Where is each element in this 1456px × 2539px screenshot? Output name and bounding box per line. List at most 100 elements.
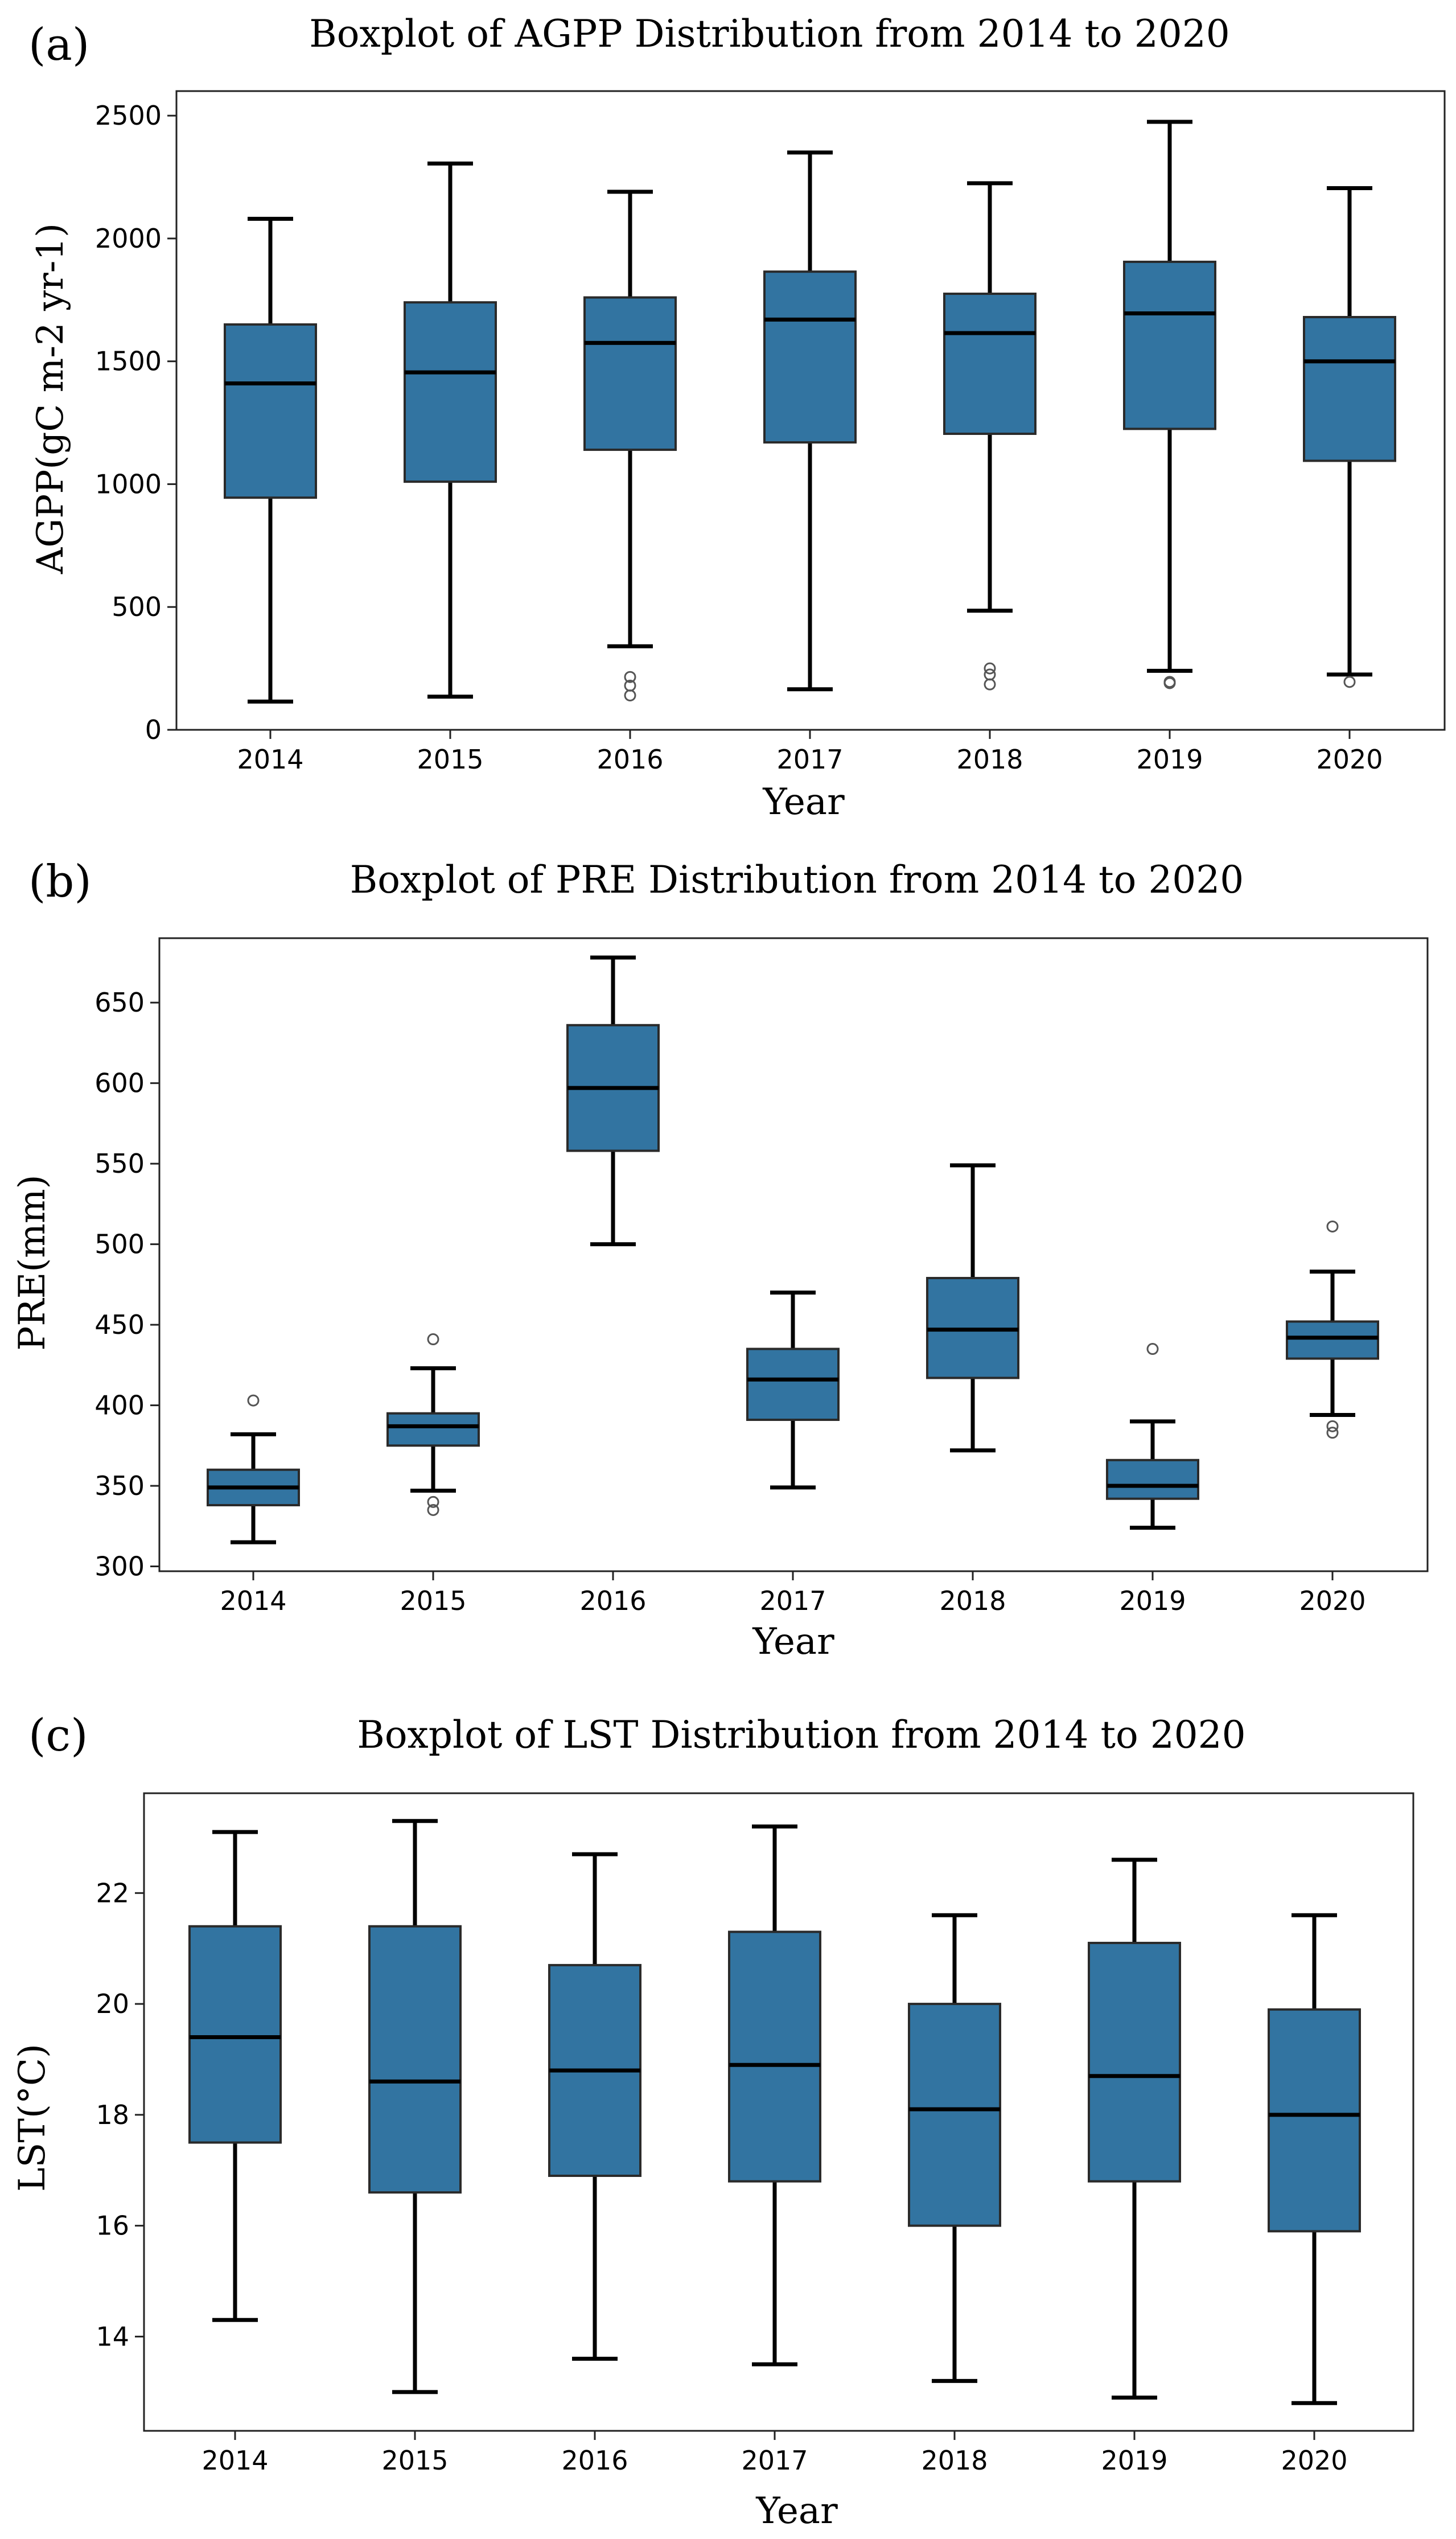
plot-frame-c (143, 1792, 1414, 2432)
x-tick-label-c: 2020 (1281, 2445, 1347, 2476)
outlier-point (427, 1496, 439, 1508)
y-tick-label-b: 300 (94, 1551, 145, 1582)
outlier-point (1163, 677, 1176, 689)
x-tick-label-c: 2018 (921, 2445, 988, 2476)
x-axis-b: 2014 2015 2016 2017 2018 2019 2020 (220, 1571, 1366, 1616)
outlier-point (984, 662, 996, 675)
y-axis-b: 300 350 400 450 500 550 600 650 (94, 987, 159, 1582)
box-c-2014 (188, 1830, 282, 2322)
x-axis-title-a: Year (762, 781, 845, 823)
iqr-box (1303, 316, 1396, 462)
y-axis-c: 14 16 18 20 22 (96, 1877, 144, 2352)
iqr-box (583, 296, 677, 451)
box-b-2020 (1286, 1220, 1379, 1439)
iqr-box (404, 301, 497, 483)
box-b-2019 (1106, 1343, 1199, 1530)
panel-b: (b) Boxplot of PRE Distribution from 201… (11, 856, 1429, 1663)
y-axis-title-a: AGPP(gC m-2 yr-1) (30, 223, 72, 574)
x-tick-label-a: 2019 (1136, 744, 1203, 775)
iqr-box (1088, 1941, 1181, 2183)
box-b-2014 (207, 1394, 300, 1544)
iqr-box (908, 2003, 1001, 2227)
y-axis-title-b: PRE(mm) (11, 1174, 54, 1350)
outlier-point (427, 1503, 439, 1516)
chart-title-c: Boxplot of LST Distribution from 2014 to… (357, 1713, 1245, 1757)
box-c-2015 (368, 1819, 462, 2394)
panel-label-b: (b) (28, 856, 92, 907)
iqr-box (746, 1347, 840, 1421)
outlier-point (984, 678, 996, 691)
x-tick-label-b: 2015 (400, 1585, 466, 1616)
x-tick-label-a: 2014 (237, 744, 303, 775)
iqr-box (1268, 2008, 1361, 2233)
y-tick-label-b: 600 (94, 1068, 145, 1099)
panel-label-c: (c) (28, 1710, 88, 1761)
x-tick-label-a: 2020 (1316, 744, 1383, 775)
box-a-2018 (943, 181, 1037, 691)
box-a-2015 (404, 161, 497, 699)
x-tick-label-b: 2018 (939, 1585, 1006, 1616)
outlier-point (247, 1394, 260, 1407)
y-tick-label-a: 500 (112, 591, 162, 622)
y-tick-label-b: 450 (94, 1309, 145, 1340)
box-a-2017 (763, 150, 857, 692)
iqr-box (728, 1930, 821, 2183)
x-tick-label-c: 2016 (561, 2445, 628, 2476)
x-tick-label-c: 2014 (201, 2445, 268, 2476)
chart-title-b: Boxplot of PRE Distribution from 2014 to… (350, 858, 1244, 902)
x-tick-label-a: 2017 (776, 744, 843, 775)
panel-a: (a) Boxplot of AGPP Distribution from 20… (28, 12, 1446, 823)
x-axis-title-c: Year (755, 2490, 838, 2532)
iqr-box (763, 270, 857, 444)
box-c-2019 (1088, 1858, 1181, 2400)
box-b-2017 (746, 1290, 840, 1490)
boxes-b (207, 955, 1379, 1544)
outlier-point (1326, 1220, 1339, 1232)
x-tick-label-a: 2018 (956, 744, 1023, 775)
box-b-2015 (386, 1333, 480, 1516)
box-b-2016 (566, 955, 660, 1247)
x-axis-title-b: Year (752, 1621, 834, 1663)
y-tick-label-a: 2500 (95, 100, 162, 131)
box-a-2019 (1123, 120, 1216, 689)
iqr-box (1106, 1459, 1199, 1500)
x-tick-label-a: 2015 (417, 744, 483, 775)
y-tick-label-a: 2000 (95, 223, 162, 254)
y-tick-label-c: 18 (96, 2100, 129, 2130)
x-tick-label-b: 2016 (579, 1585, 646, 1616)
y-tick-label-b: 550 (94, 1148, 145, 1179)
box-c-2016 (548, 1852, 641, 2361)
outlier-point (427, 1333, 439, 1346)
y-tick-label-a: 1000 (95, 469, 162, 499)
box-a-2020 (1303, 186, 1396, 688)
iqr-box (368, 1925, 462, 2194)
iqr-box (943, 293, 1037, 435)
box-a-2016 (583, 190, 677, 702)
boxes-a (224, 120, 1396, 704)
outlier-point (1326, 1420, 1339, 1432)
outlier-point (624, 671, 636, 683)
box-b-2018 (926, 1163, 1019, 1453)
x-axis-c: 2014 2015 2016 2017 2018 2019 2020 (201, 2431, 1348, 2476)
panel-label-a: (a) (28, 19, 89, 71)
iqr-box (188, 1925, 282, 2144)
boxes-c (188, 1819, 1361, 2405)
y-tick-label-c: 16 (96, 2211, 129, 2241)
y-tick-label-a: 1500 (95, 346, 162, 377)
x-tick-label-b: 2019 (1119, 1585, 1186, 1616)
box-c-2020 (1268, 1913, 1361, 2405)
x-tick-label-a: 2016 (597, 744, 663, 775)
outlier-point (1326, 1427, 1339, 1439)
panel-c: (c) Boxplot of LST Distribution from 201… (11, 1710, 1414, 2532)
outlier-point (1343, 676, 1356, 688)
box-c-2017 (728, 1824, 821, 2367)
outlier-point (984, 668, 996, 681)
chart-title-a: Boxplot of AGPP Distribution from 2014 t… (309, 12, 1229, 56)
iqr-box (1123, 260, 1216, 430)
y-tick-label-c: 22 (96, 1877, 129, 1908)
x-tick-label-b: 2014 (220, 1585, 286, 1616)
outlier-point (1146, 1343, 1159, 1355)
x-axis-a: 2014 2015 2016 2017 2018 2019 2020 (237, 730, 1383, 775)
outlier-point (624, 689, 636, 702)
